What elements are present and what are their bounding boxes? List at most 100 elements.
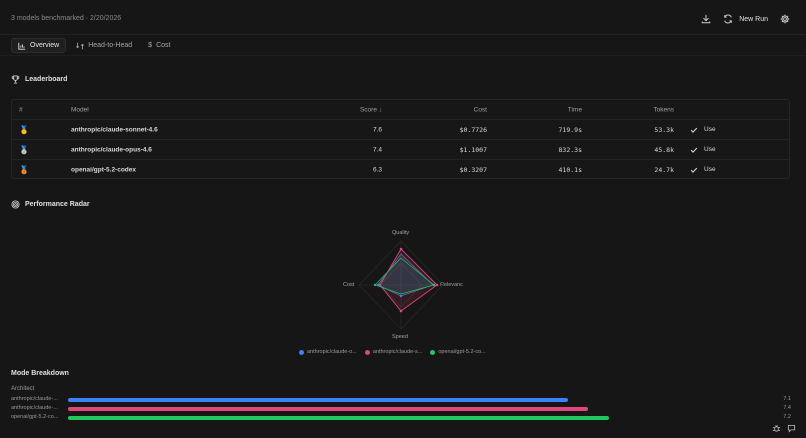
bar-track: [68, 407, 748, 411]
radar-point: [376, 283, 380, 287]
use-model-button[interactable]: Use: [690, 166, 716, 174]
check-icon: [690, 167, 698, 173]
mode-bar-row: anthropic/claude-... 7.1: [11, 396, 791, 405]
time-value: 410.1s: [558, 165, 582, 174]
radar-legend: anthropic/claude-o... anthropic/claude-s…: [299, 349, 486, 355]
radar-axis-relevance: Relevanc: [440, 282, 463, 288]
leaderboard-title-text: Leaderboard: [25, 76, 68, 83]
bar-fill: [68, 416, 609, 420]
leaderboard-table: # Model Score ↓ Cost Time Tokens 🥇 anthr…: [11, 99, 790, 179]
tab-cost-label: Cost: [156, 42, 171, 49]
bar-chart-icon: [18, 42, 26, 50]
table-header: # Model Score ↓ Cost Time Tokens: [12, 100, 789, 120]
radar-point: [399, 309, 403, 313]
mode-breakdown-title: Mode Breakdown: [11, 370, 69, 377]
radar-title-text: Performance Radar: [25, 201, 90, 208]
silver-medal-icon: 🥈: [19, 145, 29, 154]
score-value: 6.3: [372, 166, 382, 173]
trophy-icon: [11, 75, 20, 84]
legend-label: anthropic/claude-s...: [372, 349, 423, 355]
col-score[interactable]: Score ↓: [359, 106, 382, 114]
bar-track: [68, 398, 748, 402]
tab-cost[interactable]: $ Cost: [142, 38, 176, 53]
legend-item[interactable]: anthropic/claude-s...: [364, 349, 423, 355]
model-name: anthropic/claude-opus-4.6: [71, 146, 152, 153]
tab-head-to-head-label: Head-to-Head: [88, 42, 133, 49]
score-value: 7.6: [372, 126, 382, 133]
settings-gear-icon[interactable]: [778, 12, 792, 26]
check-icon: [690, 147, 698, 153]
bar-label: openai/gpt-5.2-co...: [11, 414, 59, 420]
tabs-divider: [0, 55, 806, 56]
tab-overview[interactable]: Overview: [11, 38, 67, 53]
bar-fill: [68, 407, 589, 411]
dollar-icon: $: [148, 42, 153, 49]
radar-axis-cost: Cost: [343, 282, 355, 288]
bar-value: 7.2: [783, 414, 791, 420]
use-label: Use: [704, 166, 716, 173]
chat-icon[interactable]: [786, 423, 796, 433]
header-divider: [0, 34, 806, 35]
col-cost[interactable]: Cost: [473, 106, 487, 114]
radar-chart: Quality Relevanc Speed Cost: [330, 228, 476, 344]
time-value: 719.9s: [558, 125, 582, 134]
bar-fill: [68, 398, 568, 402]
radar-point: [432, 283, 436, 287]
radar-axis-speed: Speed: [392, 334, 408, 340]
legend-dot-pink: [364, 349, 370, 355]
corner-tools: [771, 423, 796, 433]
gold-medal-icon: 🥇: [19, 125, 29, 134]
tab-overview-label: Overview: [30, 42, 60, 49]
new-run-button[interactable]: New Run: [723, 14, 768, 24]
bar-label: anthropic/claude-...: [11, 396, 58, 402]
mode-group-label: Architect: [11, 386, 35, 392]
cost-value: $0.7726: [459, 125, 487, 134]
header-actions: New Run: [699, 12, 792, 26]
refresh-icon: [724, 14, 733, 24]
download-icon[interactable]: [699, 12, 713, 26]
radar-point: [399, 294, 403, 298]
radar-series-green: [374, 257, 435, 295]
radar-point: [378, 283, 382, 287]
view-tabs: Overview Head-to-Head $ Cost: [11, 38, 176, 53]
bar-value: 7.4: [783, 405, 791, 411]
mode-bar-row: anthropic/claude-... 7.4: [11, 405, 791, 414]
table-row: 🥇 anthropic/claude-sonnet-4.6 7.6 $0.772…: [12, 119, 789, 139]
model-name: anthropic/claude-sonnet-4.6: [71, 126, 158, 133]
leaderboard-title: Leaderboard: [11, 75, 67, 84]
table-row: 🥈 anthropic/claude-opus-4.6 7.4 $1.1007 …: [12, 139, 789, 159]
use-model-button[interactable]: Use: [690, 126, 716, 134]
radar-point: [373, 283, 377, 287]
check-icon: [690, 127, 698, 133]
legend-item[interactable]: anthropic/claude-o...: [299, 349, 357, 355]
legend-item[interactable]: openai/gpt-5.2-co...: [430, 349, 486, 355]
col-time[interactable]: Time: [567, 106, 582, 114]
bar-value: 7.1: [783, 396, 791, 402]
legend-dot-green: [430, 349, 436, 355]
tab-head-to-head[interactable]: Head-to-Head: [70, 38, 138, 53]
col-rank: #: [19, 106, 23, 114]
cost-value: $0.3207: [459, 165, 487, 174]
radar-axis-quality: Quality: [392, 230, 410, 236]
legend-dot-blue: [299, 349, 304, 355]
bug-icon[interactable]: [771, 423, 781, 433]
new-run-label: New Run: [739, 15, 768, 23]
score-value: 7.4: [372, 146, 382, 153]
legend-label: anthropic/claude-o...: [307, 349, 357, 355]
page-subtitle: 3 models benchmarked · 2/20/2026: [11, 15, 122, 22]
use-label: Use: [704, 146, 716, 153]
radar-point: [435, 283, 439, 287]
mode-bar-row: openai/gpt-5.2-co... 7.2: [11, 414, 791, 423]
use-model-button[interactable]: Use: [690, 146, 716, 154]
tokens-value: 53.3k: [654, 125, 674, 134]
target-icon: [11, 200, 20, 209]
use-label: Use: [704, 126, 716, 133]
radar-plot: [358, 240, 444, 330]
radar-point: [399, 247, 403, 251]
model-name: openai/gpt-5.2-codex: [71, 166, 137, 173]
col-tokens[interactable]: Tokens: [653, 106, 674, 114]
swap-arrows-icon: [76, 42, 85, 49]
bar-label: anthropic/claude-...: [11, 405, 58, 411]
tokens-value: 24.7k: [654, 165, 674, 174]
